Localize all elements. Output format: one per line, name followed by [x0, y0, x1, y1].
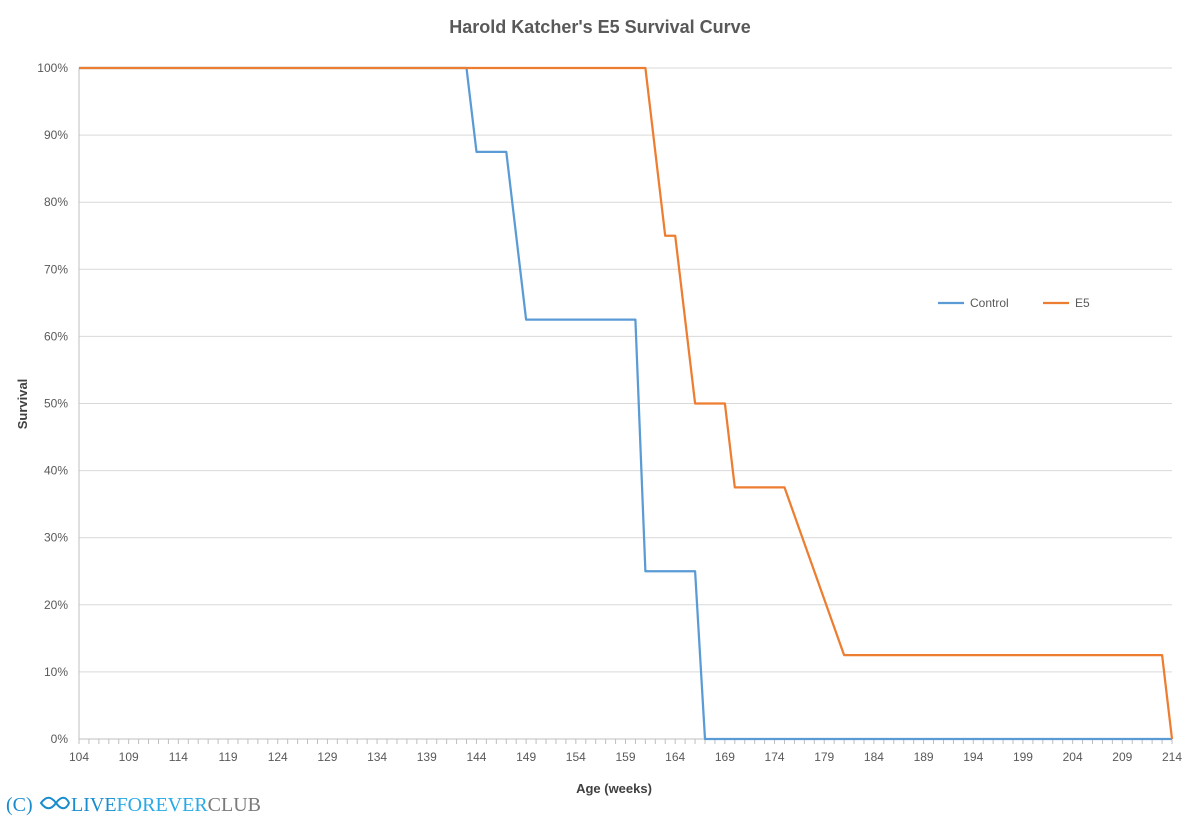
legend: Control E5: [938, 296, 1090, 310]
x-tick-label: 209: [1112, 750, 1132, 764]
x-tick-label: 104: [69, 750, 89, 764]
x-tick-label: 194: [963, 750, 983, 764]
watermark-live: LIVE: [71, 794, 117, 816]
x-tick-label: 179: [814, 750, 834, 764]
watermark-text: (C): [6, 794, 33, 816]
y-tick-label: 40%: [44, 464, 68, 478]
x-tick-label: 109: [119, 750, 139, 764]
chart-title: Harold Katcher's E5 Survival Curve: [449, 17, 750, 37]
y-tick-label: 0%: [51, 732, 69, 746]
x-tick-label: 164: [665, 750, 685, 764]
infinity-icon: [39, 796, 71, 810]
x-tick-label: 174: [765, 750, 785, 764]
x-tick-label: 119: [218, 750, 237, 764]
x-tick-label: 129: [317, 750, 337, 764]
watermark-forever: FOREVER: [117, 794, 209, 816]
watermark: (C) LIVEFOREVERCLUB: [6, 794, 261, 816]
watermark-copyright: (C): [6, 794, 33, 816]
y-axis-title: Survival: [15, 379, 30, 430]
x-tick-label: 159: [615, 750, 635, 764]
x-tick-label: 124: [268, 750, 288, 764]
x-tick-label: 154: [566, 750, 586, 764]
x-axis-title: Age (weeks): [576, 781, 652, 796]
y-tick-label: 70%: [44, 262, 68, 276]
series-lines: [79, 66, 1174, 741]
legend-label-control: Control: [970, 296, 1009, 310]
x-tick-label: 184: [864, 750, 884, 764]
x-tick-label: 169: [715, 750, 735, 764]
x-tick-label: 199: [1013, 750, 1033, 764]
y-tick-label: 10%: [44, 665, 68, 679]
x-tick-label: 204: [1063, 750, 1083, 764]
watermark-club: CLUB: [208, 794, 261, 816]
legend-label-e5: E5: [1075, 296, 1090, 310]
y-tick-label: 80%: [44, 195, 68, 209]
y-tick-label: 30%: [44, 531, 68, 545]
x-tick-label: 114: [169, 750, 188, 764]
y-tick-label: 90%: [44, 128, 68, 142]
x-tick-label: 149: [516, 750, 536, 764]
grid-lines: [79, 67, 1172, 673]
y-tick-label: 60%: [44, 329, 68, 343]
series-line-e5: [79, 66, 1174, 740]
y-tick-label: 100%: [37, 61, 68, 75]
svg-text:LIVEFOREVERCLUB: LIVEFOREVERCLUB: [71, 794, 261, 816]
x-tick-label: 134: [367, 750, 387, 764]
y-tick-label: 50%: [44, 397, 68, 411]
y-tick-label: 20%: [44, 598, 68, 612]
x-tick-label: 189: [914, 750, 934, 764]
x-tick-label: 139: [417, 750, 437, 764]
series-line-control: [79, 66, 1172, 741]
x-tick-label: 144: [466, 750, 486, 764]
x-tick-label: 214: [1162, 750, 1182, 764]
